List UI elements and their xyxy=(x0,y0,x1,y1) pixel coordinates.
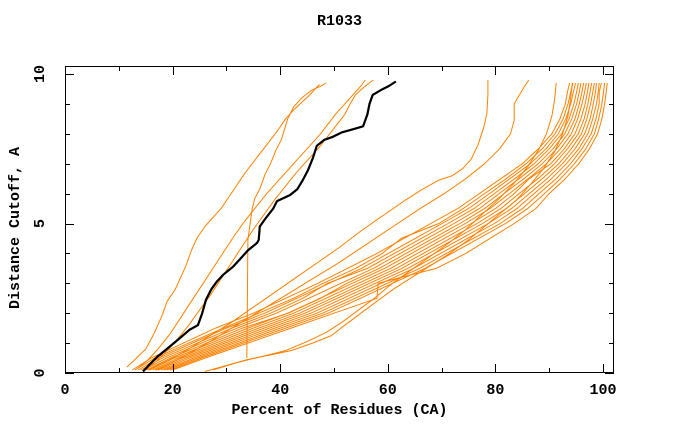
orange-curve-bundle-4 xyxy=(140,82,579,371)
orange-curve-bundle-8 xyxy=(152,82,590,371)
black-curve xyxy=(142,80,397,373)
x-tick-label: 100 xyxy=(589,382,616,399)
orange-curve-bundle-5 xyxy=(143,82,582,371)
plot-frame xyxy=(65,66,614,373)
x-tick-label: 60 xyxy=(379,382,397,399)
orange-curve-left-4 xyxy=(145,79,374,371)
orange-curve-low-1 xyxy=(204,82,573,372)
orange-curve-bundle-1 xyxy=(132,82,571,371)
orange-curve-bundle-13 xyxy=(166,82,602,371)
x-tick-label: 20 xyxy=(164,382,182,399)
x-axis-label: Percent of Residues (CA) xyxy=(231,402,448,419)
chart-title: R1033 xyxy=(316,13,362,30)
y-tick-label: 0 xyxy=(32,368,49,377)
x-tick-label: 80 xyxy=(486,382,504,399)
orange-curve-bundle-9 xyxy=(155,82,593,371)
y-tick-label: 5 xyxy=(32,219,49,228)
x-tick-label: 40 xyxy=(271,382,289,399)
orange-curve-mid-2 xyxy=(156,79,530,371)
orange-curve-left-2 xyxy=(246,82,327,359)
orange-curve-bundle-7 xyxy=(149,82,587,371)
orange-curve-low-2 xyxy=(212,82,557,371)
y-tick-label: 10 xyxy=(32,65,49,83)
orange-curve-mid-1 xyxy=(148,80,489,371)
x-tick-label: 0 xyxy=(60,382,69,399)
orange-curve-bundle-12 xyxy=(163,82,600,371)
orange-curve-bundle-2 xyxy=(134,82,574,371)
orange-curve-bundle-14 xyxy=(169,82,606,371)
orange-curve-bundle-10 xyxy=(157,82,595,371)
orange-curve-left-3 xyxy=(137,79,366,369)
orange-curve-bundle-15 xyxy=(172,82,608,371)
orange-curve-bundle-6 xyxy=(146,82,585,371)
